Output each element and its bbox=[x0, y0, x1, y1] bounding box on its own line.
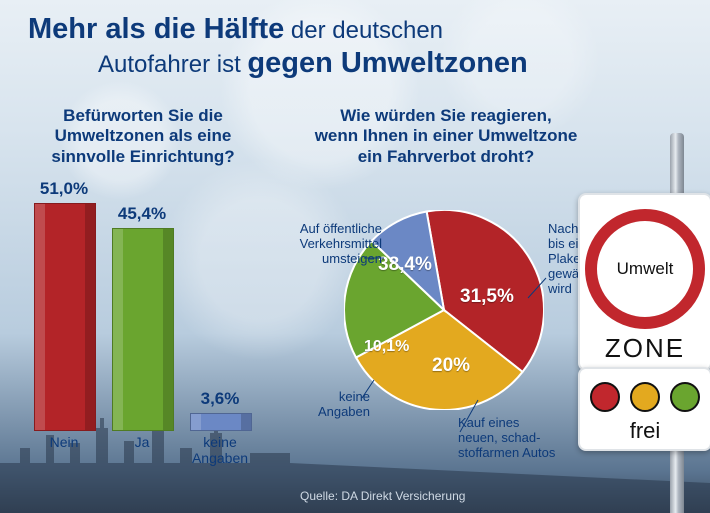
title-part-1: Mehr als die Hälfte bbox=[28, 13, 284, 45]
title-part-3: Autofahrer ist bbox=[98, 51, 247, 78]
pie-slice-value: 20% bbox=[432, 355, 470, 377]
ll-line: umsteigen bbox=[322, 251, 382, 266]
bar-category-label: keineAngaben bbox=[185, 435, 255, 466]
pie-slice-value: 31,5% bbox=[460, 286, 514, 308]
pie-leader-public-transport: Auf öffentliche Verkehrsmittel umsteigen bbox=[262, 222, 382, 267]
bar: 45,4%Ja bbox=[112, 228, 172, 429]
circle-row bbox=[590, 382, 700, 412]
sign-red-ring: Umwelt bbox=[585, 209, 705, 329]
pie-slice-value: 38,4% bbox=[378, 254, 432, 276]
bar-rect bbox=[34, 203, 96, 431]
pie-q-line: wenn Ihnen in einer Umweltzone bbox=[315, 126, 578, 145]
circle-green-icon bbox=[670, 382, 700, 412]
bar-value-label: 51,0% bbox=[29, 179, 99, 199]
title-part-4: gegen Umweltzonen bbox=[247, 47, 527, 79]
ll-line: stoffarmen Autos bbox=[458, 445, 555, 460]
pie-q-line: Wie würden Sie reagieren, bbox=[340, 106, 551, 125]
bar-category-label: Nein bbox=[29, 435, 99, 450]
sign-plate-bottom: frei bbox=[578, 367, 710, 451]
bar-chart-area: 51,0%Nein 45,4%Ja 3,6%keineAngaben bbox=[28, 181, 258, 429]
pie-leader-no-answer: keine Angaben bbox=[280, 390, 370, 420]
infographic-canvas: Mehr als die Hälfte der deutschen Autofa… bbox=[0, 0, 710, 513]
bar-rect bbox=[190, 413, 252, 431]
circle-red-icon bbox=[590, 382, 620, 412]
pie-q-line: ein Fahrverbot droht? bbox=[358, 147, 535, 166]
bar-value-label: 45,4% bbox=[107, 204, 177, 224]
source-credit: Quelle: DA Direkt Versicherung bbox=[300, 489, 465, 503]
sign-ring-text: Umwelt bbox=[617, 259, 674, 279]
sign-zone-text: ZONE bbox=[605, 333, 685, 364]
umweltzone-sign: Umwelt ZONE frei bbox=[560, 133, 710, 513]
ll-line: neuen, schad- bbox=[458, 430, 540, 445]
headline-title: Mehr als die Hälfte der deutschen Autofa… bbox=[28, 14, 682, 80]
bar: 51,0%Nein bbox=[34, 203, 94, 429]
bar-q-line: sinnvolle Einrichtung? bbox=[51, 147, 234, 166]
pie-slice-value: 10,1% bbox=[364, 338, 409, 356]
ll-line: Auf öffentliche bbox=[300, 221, 382, 236]
bar-chart-question: Befürworten Sie die Umweltzonen als eine… bbox=[28, 106, 258, 167]
ll-line: keine bbox=[339, 389, 370, 404]
bar: 3,6%keineAngaben bbox=[190, 413, 250, 429]
pie-chart-question: Wie würden Sie reagieren, wenn Ihnen in … bbox=[286, 106, 606, 167]
ll-line: Kauf eines bbox=[458, 415, 519, 430]
bar-chart-block: Befürworten Sie die Umweltzonen als eine… bbox=[28, 106, 258, 446]
sign-plate-top: Umwelt ZONE bbox=[578, 193, 710, 371]
ll-line: Angaben bbox=[318, 404, 370, 419]
bar-q-line: Befürworten Sie die bbox=[63, 106, 223, 125]
ll-line: Verkehrsmittel bbox=[300, 236, 382, 251]
bar-rect bbox=[112, 228, 174, 431]
title-part-2: der deutschen bbox=[284, 17, 443, 44]
circle-yellow-icon bbox=[630, 382, 660, 412]
bar-value-label: 3,6% bbox=[185, 389, 255, 409]
bar-category-label: Ja bbox=[107, 435, 177, 450]
sign-frei-text: frei bbox=[630, 418, 661, 444]
pie-chart-block: Wie würden Sie reagieren, wenn Ihnen in … bbox=[286, 106, 606, 446]
bar-q-line: Umweltzonen als eine bbox=[55, 126, 232, 145]
